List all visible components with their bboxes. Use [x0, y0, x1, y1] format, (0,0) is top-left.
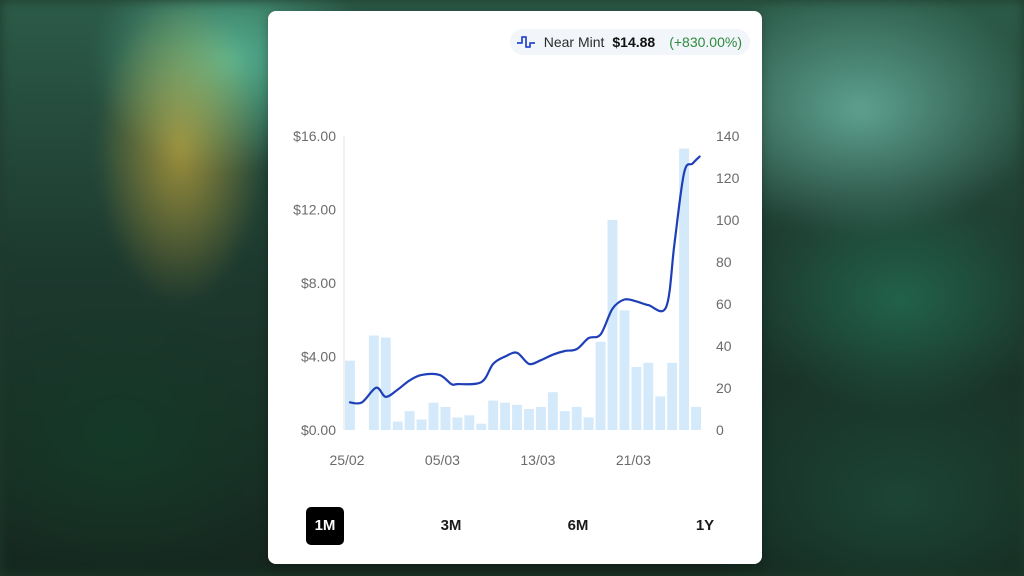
y-right-tick-label: 60: [716, 296, 732, 312]
volume-bar: [440, 406, 451, 430]
volume-bar: [452, 417, 463, 430]
y-right-tick-label: 20: [716, 380, 732, 396]
current-price: $14.88: [612, 34, 656, 50]
volume-bar: [607, 220, 618, 430]
volume-bar: [535, 406, 546, 430]
volume-bar: [595, 341, 606, 430]
price-history-card: Near Mint $14.88 (+830.00%) $0.00 $4.00 $8…: [268, 11, 762, 564]
volume-bar: [547, 392, 558, 430]
condition-price-pill[interactable]: Near Mint $14.88 (+830.00%): [509, 29, 750, 55]
x-tick-label: 25/02: [329, 452, 364, 468]
volume-bar: [368, 335, 379, 430]
range-button-1y[interactable]: 1Y: [695, 517, 715, 534]
y-left-tick-label: $12.00: [293, 202, 336, 218]
volume-bar: [655, 396, 666, 430]
volume-bar: [416, 419, 427, 430]
range-button-6m[interactable]: 6M: [567, 517, 589, 534]
range-button-3m[interactable]: 3M: [440, 517, 462, 534]
volume-bar: [559, 411, 570, 430]
volume-bar: [476, 423, 487, 430]
volume-bar: [524, 409, 534, 430]
y-right-tick-label: 120: [716, 170, 740, 186]
volume-bar: [488, 400, 499, 430]
volume-bar: [428, 402, 439, 430]
volume-bar: [345, 360, 355, 430]
y-right-tick-label: 80: [716, 254, 732, 270]
y-left-tick-label: $0.00: [301, 422, 336, 438]
volume-bar: [679, 148, 690, 430]
volume-bar: [380, 337, 391, 430]
volume-bar: [643, 362, 654, 430]
volume-bar: [512, 404, 522, 430]
y-left-tick-label: $4.00: [301, 349, 336, 365]
volume-bar: [404, 411, 415, 430]
condition-label: Near Mint: [543, 34, 605, 50]
volume-bar: [583, 417, 594, 430]
range-button-1m[interactable]: 1M: [306, 507, 344, 545]
x-tick-label: 13/03: [520, 452, 555, 468]
time-range-selector: 1M 3M 6M 1Y: [268, 507, 762, 545]
y-left-tick-label: $16.00: [293, 128, 336, 144]
volume-bar: [619, 310, 630, 430]
price-line: [348, 155, 701, 405]
y-right-tick-label: 140: [716, 128, 740, 144]
price-chart: $0.00 $4.00 $8.00 $12.00 $16.00 0 20 40 60 80 100 1…: [293, 128, 740, 468]
y-right-tick-label: 100: [716, 212, 740, 228]
volume-bar: [571, 406, 582, 430]
x-tick-label: 05/03: [425, 452, 460, 468]
volume-bar: [691, 406, 701, 430]
volume-bar: [667, 362, 678, 430]
price-change: (+830.00%): [669, 34, 742, 50]
volume-bar: [500, 402, 511, 430]
volume-bar: [464, 415, 475, 430]
y-right-tick-label: 0: [716, 422, 724, 438]
pulse-icon: [516, 34, 536, 50]
y-right-tick-label: 40: [716, 338, 732, 354]
x-tick-label: 21/03: [616, 452, 651, 468]
volume-bar: [392, 421, 403, 430]
y-left-tick-label: $8.00: [301, 275, 336, 291]
volume-bar: [631, 367, 642, 430]
